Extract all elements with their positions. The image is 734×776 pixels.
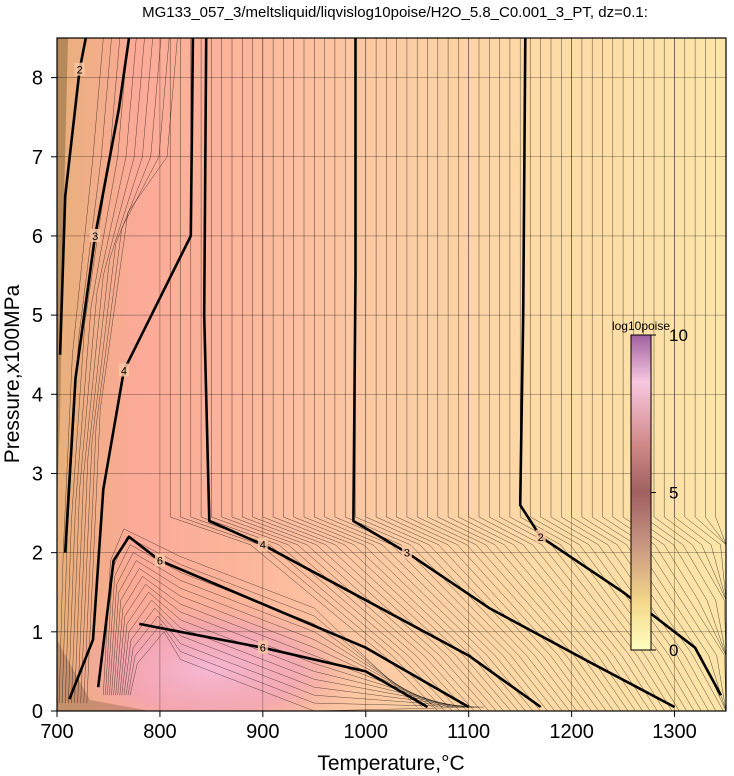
contour-label-bg [90, 228, 101, 242]
minor-contour-line [80, 38, 162, 704]
minor-contour-line [111, 560, 438, 708]
y-tick-label: 6 [32, 226, 43, 248]
contour-label: 3 [401, 545, 412, 560]
plot-frame [56, 37, 727, 712]
x-tick-label: 1200 [549, 721, 594, 743]
major-contour-line [58, 38, 88, 355]
contour-label-bg [118, 363, 129, 377]
x-tick-label: 1300 [652, 721, 697, 743]
minor-contour-line [58, 38, 104, 704]
contour-label-bg [401, 545, 412, 559]
x-tick-label: 700 [40, 721, 73, 743]
y-tick-label: 0 [32, 701, 43, 723]
grid-lines [57, 38, 726, 711]
colorbar-tick-label: 0 [669, 641, 678, 660]
minor-contour-line [61, 38, 112, 704]
y-tick-label: 5 [32, 305, 43, 327]
contour-label-bg [257, 640, 268, 654]
minor-contour-line [105, 536, 423, 708]
contour-label-text: 3 [404, 548, 410, 560]
minor-contour-line [123, 607, 469, 708]
y-tick-label: 7 [32, 147, 43, 169]
minor-contour-line [64, 38, 121, 704]
plot-area: 2 3 4 6 6 4 3 2 [56, 37, 727, 712]
plot-background [57, 38, 726, 711]
contour-label-text: 6 [157, 556, 163, 568]
y-tick-label: 2 [32, 543, 43, 565]
contour-label: 6 [257, 640, 268, 655]
colorbar-gradient [630, 334, 652, 651]
contour-label: 2 [74, 62, 85, 77]
y-axis-label: Pressure,x100MPa [1, 284, 24, 463]
contour-label: 2 [535, 529, 546, 544]
minor-contour-line [68, 38, 129, 704]
y-tick-label: 3 [32, 463, 43, 485]
x-axis-label: Temperature,°C [317, 752, 464, 775]
y-axis-ticks: 0 1 2 3 4 5 6 7 8 [32, 68, 57, 723]
chart-title: MG133_057_3/meltsliquid/liqvislog10poise… [142, 4, 648, 21]
contour-labels: 2 3 4 6 6 4 3 2 [74, 62, 546, 655]
minor-contour-line [121, 599, 464, 708]
minor-contour-line [127, 623, 480, 708]
contour-label-text: 4 [121, 366, 127, 378]
contour-label: 4 [257, 537, 268, 552]
colorbar-ticks: 0 5 10 [651, 326, 688, 660]
y-tick-label: 1 [32, 622, 43, 644]
contour-label-text: 4 [260, 540, 266, 552]
contour-label-bg [74, 62, 85, 76]
major-contour-line [68, 38, 195, 700]
colorbar-tick-label: 10 [669, 326, 688, 345]
minor-contour-line [129, 631, 485, 711]
contour-label: 3 [90, 228, 101, 243]
bottom-left-dark-corner [57, 640, 150, 711]
contour-label-text: 2 [77, 65, 83, 77]
minor-contour-line [71, 38, 137, 704]
contour-label-text: 2 [538, 532, 544, 544]
x-tick-label: 1000 [344, 721, 389, 743]
minor-contour-line [117, 583, 454, 708]
colorbar-tick-label: 5 [669, 484, 678, 503]
contour-label-text: 3 [92, 231, 98, 243]
contour-label-bg [535, 529, 546, 543]
minor-contour-line [77, 38, 153, 704]
y-tick-label: 8 [32, 68, 43, 90]
minor-contour-line [74, 38, 145, 704]
x-tick-label: 800 [143, 721, 176, 743]
y-tick-label: 4 [32, 384, 43, 406]
minor-contour-line [103, 528, 418, 708]
minor-contour-line [83, 38, 170, 704]
x-axis-ticks: 700 800 900 1000 1100 1200 1300 [40, 711, 697, 743]
contour-label: 4 [118, 363, 129, 378]
minor-contour-line [119, 591, 459, 708]
colorbar-title: log10poise [612, 319, 670, 333]
contour-label: 6 [154, 553, 165, 568]
contour-label-bg [154, 553, 165, 567]
x-tick-label: 900 [246, 721, 279, 743]
contour-label-bg [257, 537, 268, 551]
contour-label-text: 6 [260, 643, 266, 655]
colorbar: log10poise 0 5 10 [612, 319, 688, 660]
x-tick-label: 1100 [447, 721, 490, 743]
high-viscosity-region [60, 600, 360, 711]
minor-contour-line [86, 38, 178, 704]
